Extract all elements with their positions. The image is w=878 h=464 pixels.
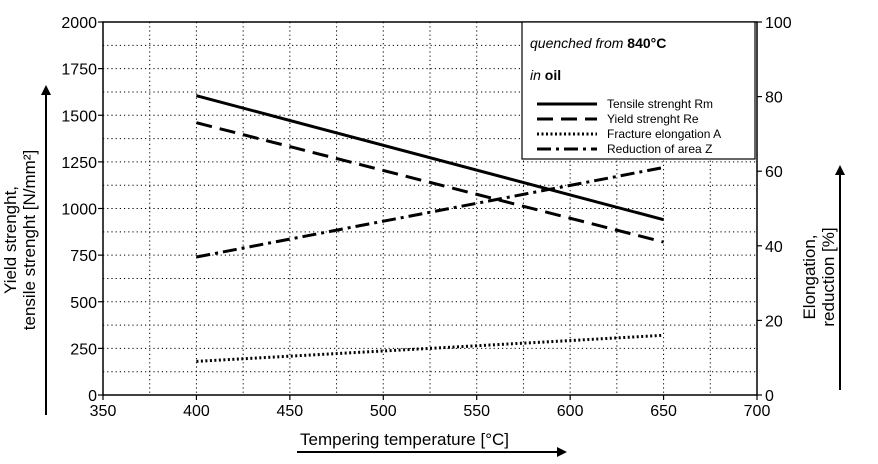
annotation-line2: in oil bbox=[530, 67, 561, 83]
y-left-tick-label: 2000 bbox=[61, 15, 97, 32]
x-tick-label: 500 bbox=[370, 403, 397, 420]
x-axis-title: Tempering temperature [°C] bbox=[300, 430, 509, 449]
legend-label-0: Tensile strenght Rm bbox=[607, 97, 713, 111]
y-right-tick-label: 20 bbox=[765, 313, 783, 330]
y-right-title-line1: Elongation, bbox=[800, 234, 819, 319]
x-tick-label: 700 bbox=[744, 403, 771, 420]
x-tick-label: 650 bbox=[650, 403, 677, 420]
y-left-tick-label: 500 bbox=[70, 295, 97, 312]
x-tick-label: 600 bbox=[557, 403, 584, 420]
x-tick-label: 350 bbox=[90, 403, 117, 420]
y-right-tick-label: 40 bbox=[765, 239, 783, 256]
y-left-tick-label: 750 bbox=[70, 248, 97, 265]
legend-box bbox=[521, 21, 756, 160]
y-left-tick-label: 1750 bbox=[61, 62, 97, 79]
y-left-tick-label: 1500 bbox=[61, 108, 97, 125]
annotation-line1: quenched from 840°C bbox=[530, 35, 666, 51]
legend-label-1: Yield strenght Re bbox=[607, 112, 699, 126]
x-tick-label: 450 bbox=[277, 403, 304, 420]
series-line-1 bbox=[196, 121, 664, 244]
y-left-tick-label: 0 bbox=[88, 388, 97, 405]
y-left-title-line1: Yield strenght, bbox=[1, 186, 20, 294]
legend: quenched from 840°C in oil Tensile stren… bbox=[521, 21, 756, 160]
y-left-tick-label: 250 bbox=[70, 341, 97, 358]
series-line-2 bbox=[196, 333, 664, 363]
series-line-0 bbox=[196, 94, 664, 222]
y-left-tick-label: 1000 bbox=[61, 202, 97, 219]
y-right-tick-label: 100 bbox=[765, 15, 792, 32]
series-line-3 bbox=[196, 166, 664, 259]
y-right-tick-label: 60 bbox=[765, 164, 783, 181]
x-tick-label: 550 bbox=[463, 403, 490, 420]
legend-label-3: Reduction of area Z bbox=[607, 142, 712, 156]
y-left-tick-label: 1250 bbox=[61, 155, 97, 172]
y-left-title: Yield strenght, tensile strenght [N/mm²] bbox=[1, 150, 39, 330]
grid bbox=[103, 22, 757, 395]
y-left-title-line2: tensile strenght [N/mm²] bbox=[20, 150, 39, 330]
tick-labels: 350 400 450 500 550 600 650 7000250500750100012… bbox=[61, 15, 791, 420]
y-right-tick-label: 80 bbox=[765, 90, 783, 107]
x-tick-label: 400 bbox=[183, 403, 210, 420]
y-right-tick-label: 0 bbox=[765, 388, 774, 405]
legend-label-2: Fracture elongation A bbox=[607, 127, 721, 141]
series-layer bbox=[196, 94, 664, 363]
y-right-title-line2: reduction [%] bbox=[819, 227, 838, 326]
y-right-title: Elongation, reduction [%] bbox=[800, 227, 838, 326]
